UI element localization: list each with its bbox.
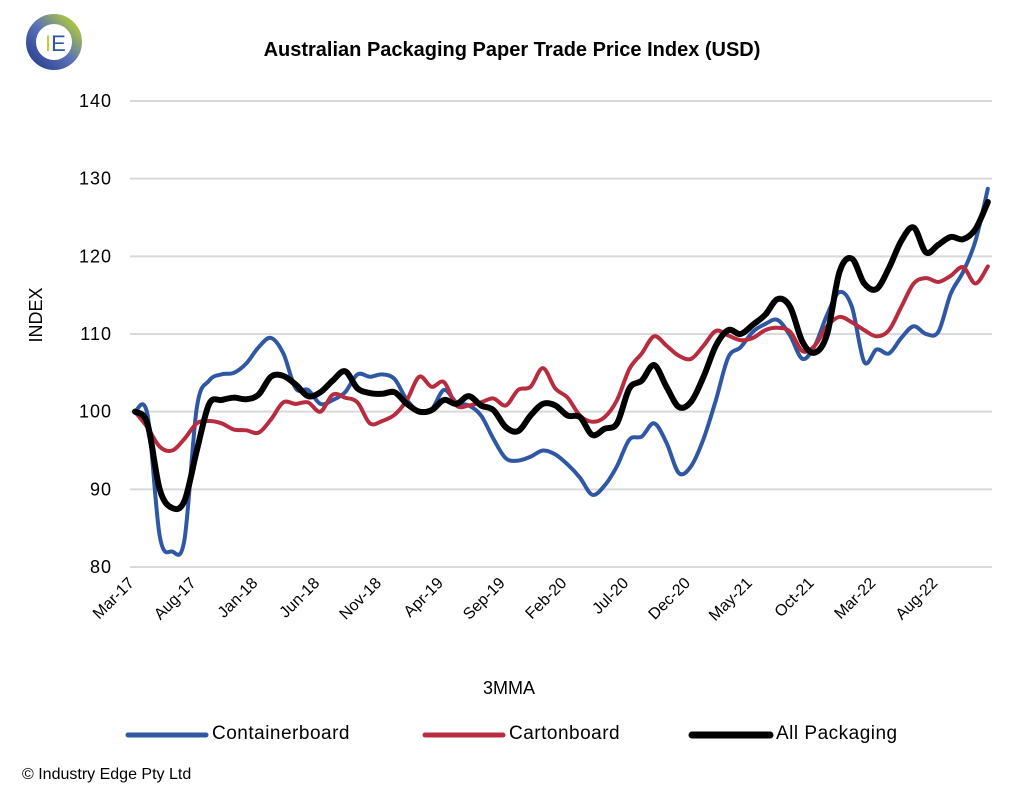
chart-title: Australian Packaging Paper Trade Price I… [264,39,761,61]
x-tick-label: Jul-20 [589,575,632,618]
x-tick-label: Apr-19 [401,575,447,621]
y-tick-label: 140 [79,91,112,111]
y-tick-label: 110 [80,324,112,344]
x-tick-label: Aug-22 [893,575,942,624]
y-tick-label: 100 [79,402,112,422]
legend-label: Cartonboard [509,723,620,744]
x-tick-label: Dec-20 [646,575,695,624]
series-line-all-packaging [132,198,991,513]
y-tick-label: 80 [90,557,112,577]
x-tick-label: Jan-18 [215,575,262,622]
y-tick-label: 90 [90,479,112,499]
y-tick-label: 120 [79,246,112,266]
x-tick-label: Sep-19 [460,575,509,624]
x-tick-label: May-21 [706,575,756,625]
x-tick-label: Jun-18 [277,575,324,622]
y-axis-label: INDEX [26,287,46,342]
x-tick-label: Feb-20 [523,575,571,623]
x-axis-ticks: Mar-17 Aug-17 Jan-18 Jun-18 Nov-18 Apr-19 Sep-… [90,575,941,625]
legend: Containerboard Cartonboard All Packaging [125,723,898,744]
series-line-containerboard [133,186,990,557]
logo-text: IE [45,31,66,56]
x-tick-label: Nov-18 [337,575,386,624]
gridlines [130,100,992,568]
x-axis-label: 3MMA [483,678,535,698]
x-tick-label: Mar-17 [90,575,138,623]
x-tick-label: Mar-22 [832,575,880,623]
logo: IE [26,14,82,70]
legend-label: Containerboard [212,723,350,744]
y-tick-label: 130 [79,169,112,189]
series-line-cartonboard [133,264,990,453]
series-lines [132,186,991,557]
y-axis-ticks: 80 90 100 110 120 130 140 [79,91,112,577]
legend-label: All Packaging [776,723,898,744]
logo-ring-icon [26,14,82,70]
copyright-text: © Industry Edge Pty Ltd [22,766,192,783]
x-tick-label: Aug-17 [151,575,200,624]
x-tick-label: Oct-21 [772,575,818,621]
